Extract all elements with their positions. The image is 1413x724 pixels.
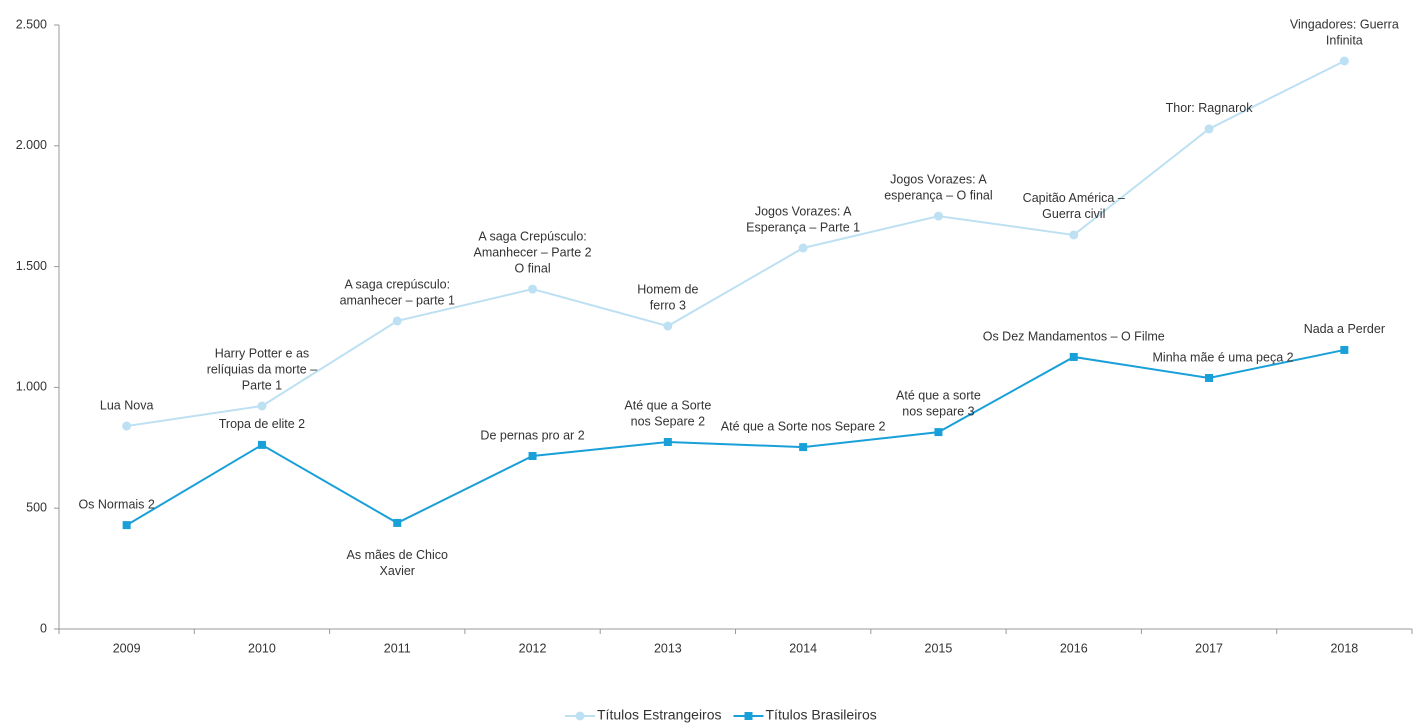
- data-label: Xavier: [380, 564, 415, 578]
- data-label: Minha mãe é uma peça 2: [1153, 350, 1294, 364]
- data-label: Vingadores: Guerra: [1290, 17, 1399, 31]
- point: [799, 443, 808, 452]
- x-tick-label: 2015: [925, 641, 953, 655]
- point: [1069, 230, 1079, 240]
- x-tick-label: 2013: [654, 641, 682, 655]
- point: [1205, 373, 1214, 382]
- x-tick-label: 2017: [1195, 641, 1223, 655]
- data-label: A saga crepúsculo:: [344, 277, 450, 291]
- x-tick-label: 2009: [113, 641, 141, 655]
- point: [744, 712, 753, 720]
- y-tick-label: 2.000: [16, 138, 47, 152]
- point: [934, 428, 943, 437]
- x-tick-label: 2011: [384, 641, 411, 655]
- data-label: Harry Potter e as: [215, 346, 309, 360]
- point: [392, 316, 402, 326]
- data-label: De pernas pro ar 2: [480, 428, 584, 442]
- point: [798, 243, 808, 253]
- x-tick-label: 2010: [248, 641, 276, 655]
- point: [1069, 352, 1078, 361]
- point: [663, 438, 672, 447]
- point: [1340, 345, 1349, 354]
- point: [528, 452, 537, 461]
- data-label: Os Dez Mandamentos – O Filme: [983, 329, 1165, 343]
- data-label: A saga Crepúsculo:: [478, 229, 586, 243]
- x-tick-label: 2014: [789, 641, 817, 655]
- data-label: Thor: Ragnarok: [1166, 101, 1254, 115]
- data-label: As mães de Chico: [347, 548, 448, 562]
- data-label: Esperança – Parte 1: [746, 220, 860, 234]
- point: [122, 421, 132, 431]
- point: [663, 321, 673, 331]
- point: [1204, 124, 1214, 134]
- legend-label: Títulos Brasileiros: [766, 707, 877, 723]
- y-tick-label: 1.000: [16, 380, 47, 394]
- point: [122, 521, 131, 530]
- y-tick-label: 2.500: [16, 17, 47, 31]
- data-label: Jogos Vorazes: A: [755, 204, 852, 218]
- legend-label: Títulos Estrangeiros: [597, 707, 722, 723]
- point: [257, 401, 267, 411]
- x-tick-label: 2016: [1060, 641, 1088, 655]
- y-tick-label: 0: [40, 621, 47, 635]
- data-label: ferro 3: [650, 298, 686, 312]
- data-label: relíquias da morte –: [207, 362, 318, 376]
- y-tick-label: 500: [26, 500, 47, 514]
- data-label: nos Separe 2: [631, 414, 705, 428]
- data-label: Infinita: [1326, 33, 1363, 47]
- data-label: Os Normais 2: [78, 497, 154, 511]
- data-label: Até que a sorte: [896, 388, 981, 402]
- data-label: amanhecer – parte 1: [340, 293, 455, 307]
- data-label: nos separe 3: [902, 404, 974, 418]
- data-label: Lua Nova: [100, 398, 154, 412]
- x-tick-label: 2018: [1330, 641, 1358, 655]
- data-label: Capitão América –: [1023, 191, 1125, 205]
- data-label: O final: [514, 261, 550, 275]
- point: [575, 711, 585, 721]
- x-tick-label: 2012: [519, 641, 547, 655]
- point: [933, 211, 943, 221]
- data-label: Tropa de elite 2: [219, 417, 305, 431]
- data-label: Nada a Perder: [1304, 322, 1385, 336]
- point: [528, 284, 538, 294]
- data-label: Homem de: [637, 282, 698, 296]
- series-line: [126, 348, 1345, 526]
- data-label: Guerra civil: [1042, 207, 1105, 221]
- series-line: [126, 60, 1345, 428]
- data-label: esperança – O final: [884, 188, 992, 202]
- point: [1339, 56, 1349, 66]
- data-label: Amanhecer – Parte 2: [473, 245, 591, 259]
- data-label: Parte 1: [242, 378, 282, 392]
- data-label: Até que a Sorte nos Separe 2: [721, 419, 886, 433]
- data-label: Jogos Vorazes: A: [890, 172, 987, 186]
- y-tick-label: 1.500: [16, 259, 47, 273]
- point: [257, 440, 266, 449]
- data-label: Até que a Sorte: [624, 398, 711, 412]
- point: [393, 518, 402, 527]
